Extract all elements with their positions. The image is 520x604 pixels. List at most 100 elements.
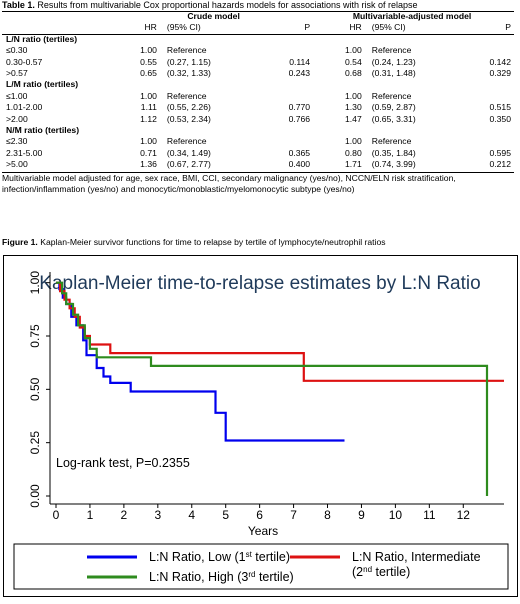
y-tick-label: 1.00 xyxy=(28,271,42,295)
p-adjusted: 0.212 xyxy=(489,159,511,170)
p-adjusted xyxy=(471,136,514,147)
ci-adjusted: (0.65, 3.31) xyxy=(371,113,416,124)
table-top-rule xyxy=(2,11,514,12)
hr-crude: 1.11 xyxy=(140,102,157,113)
row-label: ≤0.30 xyxy=(6,45,28,56)
y-tick-label: 0.50 xyxy=(28,377,42,401)
ci-adjusted: (0.24, 1.23) xyxy=(371,56,416,67)
x-tick-label: 9 xyxy=(358,508,365,522)
table-column-header-row: HR (95% CI) P HR (95% CI) P xyxy=(2,22,514,33)
table-row: ≤0.30 1.00 Reference 1.00 Reference xyxy=(2,45,514,56)
p-crude: 0.114 xyxy=(289,56,311,67)
figure-caption: Figure 1. Kaplan-Meier survivor function… xyxy=(2,237,386,247)
p-crude: 0.400 xyxy=(288,159,311,170)
p-adjusted: 0.329 xyxy=(489,68,511,79)
section-label: N/M ratio (tertiles) xyxy=(6,125,80,136)
x-tick-label: 1 xyxy=(87,508,94,522)
ci-adjusted: (0.31, 1.48) xyxy=(371,68,416,79)
p-adjusted: 0.142 xyxy=(489,56,511,67)
table-row: ≤2.30 1.00 Reference 1.00 Reference xyxy=(2,136,514,147)
ci-crude: Reference xyxy=(166,45,207,56)
legend-label: L:N Ratio, High (3rd tertile) xyxy=(149,570,294,585)
row-label: >0.57 xyxy=(6,68,28,79)
hr-crude: 0.71 xyxy=(140,147,157,158)
ci-adjusted: Reference xyxy=(371,136,412,147)
x-tick-label: 5 xyxy=(222,508,229,522)
hr-adjusted: 1.00 xyxy=(345,136,362,147)
ci-adjusted: Reference xyxy=(371,45,412,56)
chart-axes: 0.000.250.500.751.000 1 2 3 4 5 6 7 8 9 10 11 12 xyxy=(28,271,504,522)
section-label: L/M ratio (tertiles) xyxy=(6,79,79,90)
hr-crude: 1.00 xyxy=(140,136,157,147)
p-crude: 0.770 xyxy=(288,102,311,113)
p-adjusted xyxy=(471,91,514,102)
section-label: L/N ratio (tertiles) xyxy=(6,33,78,44)
col-ci-crude: (95% CI) xyxy=(166,22,201,33)
legend-label-text: L:N Ratio, Low (1 xyxy=(149,550,246,564)
table-row: >2.00 1.12 (0.53, 2.34) 0.766 1.47 (0.65, 3.3… xyxy=(2,114,514,125)
hr-adjusted: 1.47 xyxy=(345,113,362,124)
hr-crude: 1.00 xyxy=(140,90,157,101)
legend-superscript: st xyxy=(246,550,253,559)
legend-box xyxy=(13,543,509,590)
p-crude: 0.365 xyxy=(288,147,311,158)
p-crude xyxy=(262,136,310,147)
table-row: ≤1.00 1.00 Reference 1.00 Reference xyxy=(2,91,514,102)
p-adjusted: 0.595 xyxy=(489,147,511,158)
hr-adjusted: 1.00 xyxy=(345,45,362,56)
legend-label-text: tertile) xyxy=(255,570,293,584)
x-tick-label: 4 xyxy=(188,508,195,522)
legend-label: L:N Ratio, Intermediate xyxy=(352,550,481,564)
hr-adjusted: 0.80 xyxy=(345,147,362,158)
ci-adjusted: Reference xyxy=(371,90,412,101)
col-p-adjusted: P xyxy=(505,22,511,33)
p-adjusted xyxy=(471,45,514,56)
ci-adjusted: (0.59, 2.87) xyxy=(371,102,416,113)
x-tick-label: 8 xyxy=(324,508,331,522)
x-tick-label: 3 xyxy=(154,508,161,522)
chart-legend: L:N Ratio, Low (1st tertile) L:N Ratio, I… xyxy=(13,543,509,590)
x-axis-label: Years xyxy=(248,524,278,538)
chart-series-lines xyxy=(56,281,504,496)
hr-crude: 1.36 xyxy=(140,159,157,170)
x-tick-label: 12 xyxy=(457,508,471,522)
legend-label-text: L:N Ratio, Intermediate xyxy=(352,550,481,564)
row-label: 2.31-5.00 xyxy=(6,147,43,158)
table-section-row: L/M ratio (tertiles) xyxy=(2,79,514,90)
x-tick-label: 0 xyxy=(53,508,60,522)
hr-crude: 1.00 xyxy=(140,45,157,56)
ci-crude: (0.67, 2.77) xyxy=(166,159,211,170)
p-crude: 0.766 xyxy=(288,113,311,124)
row-label: ≤2.30 xyxy=(6,136,28,147)
ci-crude: (0.27, 1.15) xyxy=(166,56,211,67)
col-hr-crude: HR xyxy=(144,22,157,33)
p-crude xyxy=(262,45,310,56)
ci-adjusted: (0.35, 1.84) xyxy=(371,147,416,158)
ci-crude: (0.53, 2.34) xyxy=(166,113,211,124)
table-section-row: N/M ratio (tertiles) xyxy=(2,125,514,136)
table-row: 2.31-5.00 0.71 (0.34, 1.49) 0.365 0.80 (0.35,… xyxy=(2,148,514,159)
table-group-header-row: Crude model Multivariable-adjusted model xyxy=(2,11,514,22)
hr-adjusted: 1.30 xyxy=(345,102,362,113)
y-tick-label: 0.00 xyxy=(28,484,42,508)
table-section-row: L/N ratio (tertiles) xyxy=(2,34,514,45)
table-footnote: Multivariable model adjusted for age, se… xyxy=(2,172,456,194)
hr-adjusted: 0.54 xyxy=(345,56,362,67)
logrank-annotation: Log-rank test, P=0.2355 xyxy=(56,456,190,470)
p-crude: 0.243 xyxy=(288,68,311,79)
series-line-3 xyxy=(56,281,489,496)
x-tick-label: 7 xyxy=(290,508,297,522)
y-tick-label: 0.25 xyxy=(28,431,42,455)
x-tick-label: 2 xyxy=(121,508,128,522)
legend-label-text: tertile) xyxy=(372,565,410,579)
table-row: >0.57 0.65 (0.32, 1.33) 0.243 0.68 (0.31, 1.4… xyxy=(2,68,514,79)
p-adjusted: 0.350 xyxy=(489,113,511,124)
results-table: Crude model Multivariable-adjusted model… xyxy=(2,11,514,171)
table-row: >5.00 1.36 (0.67, 2.77) 0.400 1.71 (0.74, 3.9… xyxy=(2,159,514,170)
row-label: ≤1.00 xyxy=(6,90,28,101)
legend-label: L:N Ratio, Low (1st tertile) xyxy=(149,550,290,565)
hr-crude: 1.12 xyxy=(140,113,157,124)
row-label: 1.01-2.00 xyxy=(6,102,43,113)
row-label: 0.30-0.57 xyxy=(6,56,43,67)
x-tick-label: 11 xyxy=(423,508,436,522)
